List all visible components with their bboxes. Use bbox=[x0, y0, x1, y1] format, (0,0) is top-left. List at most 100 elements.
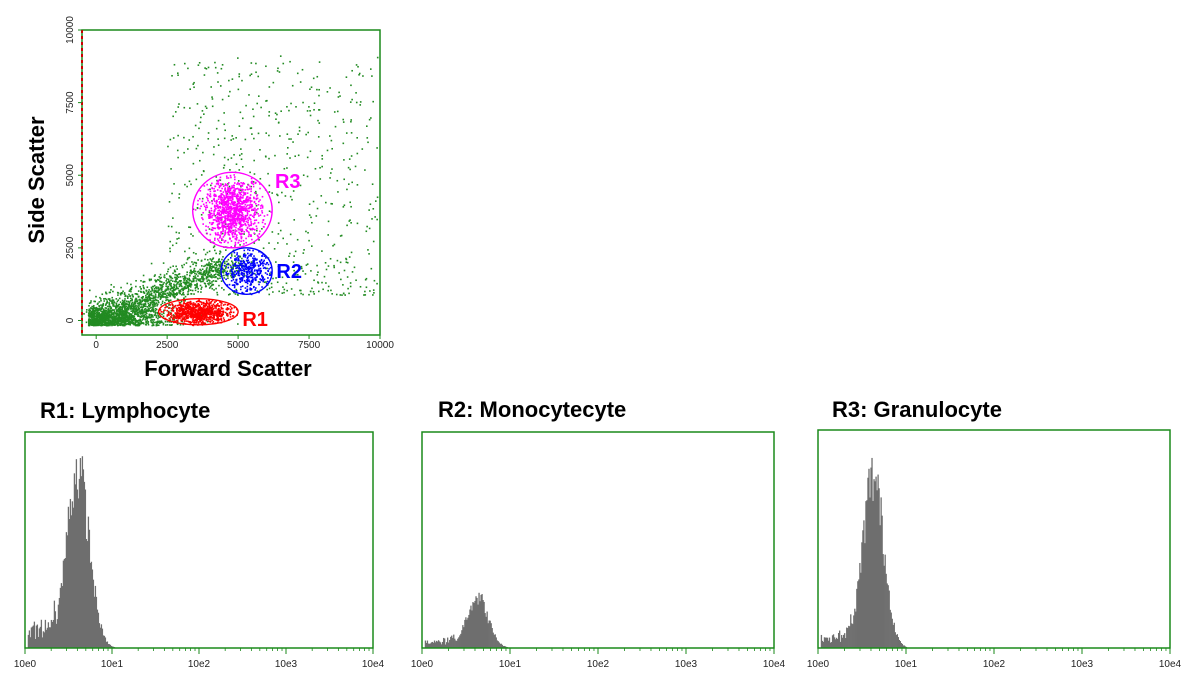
scatter-point bbox=[308, 214, 311, 216]
scatter-point bbox=[269, 272, 271, 275]
scatter-point bbox=[88, 315, 90, 317]
scatter-point bbox=[160, 287, 162, 289]
scatter-point bbox=[255, 192, 257, 195]
scatter-point bbox=[192, 319, 195, 322]
scatter-point bbox=[202, 278, 205, 280]
scatter-point bbox=[226, 312, 229, 315]
scatter-point bbox=[171, 309, 174, 311]
scatter-point bbox=[110, 311, 113, 314]
scatter-point bbox=[242, 188, 244, 191]
scatter-point bbox=[160, 276, 162, 279]
scatter-point bbox=[221, 232, 224, 235]
scatter-point bbox=[253, 197, 255, 200]
scatter-point bbox=[229, 169, 231, 171]
scatter-point bbox=[228, 222, 230, 225]
scatter-point bbox=[140, 288, 142, 290]
scatter-point bbox=[350, 155, 353, 157]
scatter-point bbox=[366, 225, 368, 228]
scatter-point bbox=[249, 185, 251, 188]
scatter-point bbox=[220, 192, 223, 195]
scatter-point bbox=[230, 274, 232, 277]
scatter-point bbox=[212, 308, 214, 311]
scatter-point bbox=[202, 308, 205, 310]
scatter-point bbox=[106, 300, 108, 303]
scatter-point bbox=[97, 307, 99, 310]
scatter-point bbox=[226, 197, 229, 199]
scatter-point bbox=[101, 324, 104, 327]
scatter-point bbox=[173, 183, 175, 185]
scatter-point bbox=[219, 207, 222, 209]
scatter-point bbox=[128, 303, 131, 306]
scatter-point bbox=[196, 317, 198, 320]
scatter-point bbox=[222, 185, 225, 188]
scatter-point bbox=[240, 191, 243, 193]
scatter-point bbox=[134, 300, 137, 303]
scatter-point bbox=[227, 223, 229, 226]
scatter-point bbox=[173, 296, 176, 299]
scatter-point bbox=[246, 272, 248, 275]
scatter-point bbox=[315, 215, 318, 217]
scatter-point bbox=[214, 190, 216, 192]
scatter-point bbox=[223, 208, 226, 211]
scatter-point bbox=[130, 306, 133, 308]
scatter-point bbox=[246, 188, 249, 191]
scatter-point bbox=[170, 316, 172, 318]
scatter-point bbox=[192, 251, 195, 254]
scatter-point bbox=[250, 262, 253, 265]
scatter-point bbox=[178, 301, 181, 304]
scatter-point bbox=[201, 316, 203, 319]
scatter-point bbox=[103, 309, 105, 311]
scatter-point bbox=[155, 316, 158, 319]
scatter-point bbox=[242, 191, 245, 194]
scatter-point bbox=[227, 190, 229, 192]
scatter-point bbox=[132, 306, 135, 309]
scatter-point bbox=[197, 278, 200, 281]
scatter-point bbox=[142, 322, 145, 325]
scatter-point bbox=[111, 309, 114, 311]
scatter-point bbox=[124, 306, 127, 309]
scatter-point bbox=[261, 261, 264, 264]
scatter-point bbox=[216, 317, 218, 320]
scatter-point bbox=[276, 193, 278, 196]
scatter-point bbox=[286, 243, 288, 245]
scatter-point bbox=[141, 297, 144, 300]
scatter-point bbox=[241, 278, 244, 281]
scatter-point bbox=[218, 263, 220, 266]
scatter-point bbox=[294, 250, 297, 253]
scatter-point bbox=[203, 205, 206, 208]
scatter-point bbox=[186, 312, 189, 315]
scatter-point bbox=[235, 188, 238, 190]
scatter-point bbox=[243, 279, 246, 282]
scatter-point bbox=[336, 179, 339, 182]
scatter-point bbox=[256, 102, 259, 105]
scatter-point bbox=[179, 292, 181, 295]
scatter-point bbox=[238, 217, 241, 220]
scatter-point bbox=[180, 313, 182, 316]
scatter-point bbox=[247, 210, 250, 213]
scatter-point bbox=[244, 193, 247, 196]
scatter-point bbox=[213, 245, 216, 247]
scatter-point bbox=[227, 183, 229, 185]
scatter-point bbox=[128, 322, 131, 325]
scatter-point bbox=[132, 316, 135, 318]
scatter-point bbox=[189, 284, 192, 287]
scatter-point bbox=[218, 305, 221, 308]
scatter-point bbox=[368, 118, 371, 121]
scatter-point bbox=[119, 306, 122, 309]
scatter-point bbox=[228, 187, 231, 190]
scatter-point bbox=[259, 267, 262, 270]
scatter-point bbox=[234, 231, 237, 233]
scatter-point bbox=[106, 305, 109, 308]
scatter-point bbox=[179, 316, 181, 318]
scatter-point bbox=[233, 207, 235, 209]
scatter-point bbox=[256, 194, 259, 196]
scatter-point bbox=[355, 92, 357, 94]
scatter-point bbox=[111, 302, 113, 304]
scatter-point bbox=[116, 312, 119, 315]
scatter-point bbox=[151, 297, 154, 300]
scatter-point bbox=[164, 324, 167, 326]
scatter-point bbox=[211, 98, 214, 100]
scatter-point bbox=[202, 272, 205, 275]
scatter-point bbox=[200, 213, 203, 216]
scatter-point bbox=[310, 86, 313, 89]
